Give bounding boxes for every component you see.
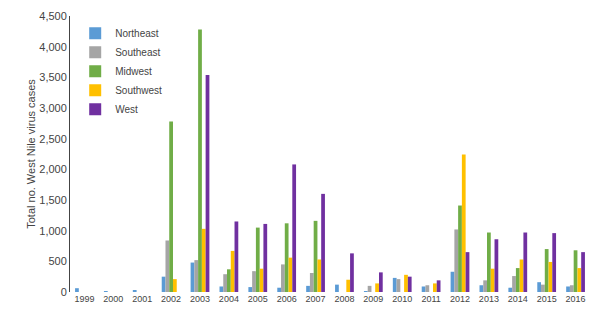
svg-text:1,500: 1,500	[39, 194, 67, 206]
svg-text:2009: 2009	[363, 294, 383, 304]
svg-text:2004: 2004	[219, 294, 239, 304]
svg-text:2013: 2013	[479, 294, 499, 304]
svg-text:West: West	[115, 104, 138, 115]
svg-text:2003: 2003	[190, 294, 210, 304]
svg-text:2,000: 2,000	[39, 163, 67, 175]
svg-text:2000: 2000	[103, 294, 123, 304]
svg-text:4,000: 4,000	[39, 41, 67, 53]
svg-text:Southwest: Southwest	[115, 85, 162, 96]
svg-text:2006: 2006	[277, 294, 297, 304]
svg-text:0: 0	[61, 286, 67, 298]
svg-text:2001: 2001	[132, 294, 152, 304]
svg-text:2008: 2008	[334, 294, 354, 304]
svg-text:500: 500	[48, 255, 66, 267]
svg-text:3,000: 3,000	[39, 102, 67, 114]
svg-text:Midwest: Midwest	[115, 66, 152, 77]
svg-text:Northeast: Northeast	[115, 28, 159, 39]
svg-text:2,500: 2,500	[39, 133, 67, 145]
svg-text:2014: 2014	[508, 294, 528, 304]
svg-text:4,500: 4,500	[39, 10, 67, 22]
svg-text:2007: 2007	[306, 294, 326, 304]
svg-text:2012: 2012	[450, 294, 470, 304]
svg-text:3,500: 3,500	[39, 71, 67, 83]
svg-text:Southeast: Southeast	[115, 47, 160, 58]
svg-text:1,000: 1,000	[39, 225, 67, 237]
svg-text:2015: 2015	[537, 294, 557, 304]
svg-text:1999: 1999	[74, 294, 94, 304]
svg-text:Total no. West Nile virus case: Total no. West Nile virus cases	[25, 79, 37, 229]
svg-text:2016: 2016	[566, 294, 586, 304]
svg-text:2005: 2005	[248, 294, 268, 304]
svg-text:2010: 2010	[392, 294, 412, 304]
svg-text:2002: 2002	[161, 294, 181, 304]
svg-text:2011: 2011	[421, 294, 440, 304]
